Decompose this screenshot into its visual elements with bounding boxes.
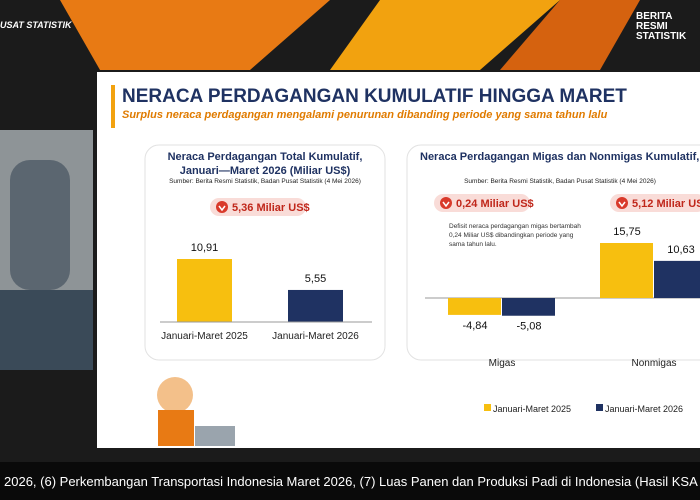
- annotation-pill: [610, 194, 700, 212]
- bar: [654, 260, 700, 298]
- deco: [60, 0, 330, 70]
- channel-label: USAT STATISTIK: [0, 20, 72, 30]
- down-arrow: [618, 201, 626, 208]
- value-label: 10,91: [191, 242, 219, 254]
- bar: [600, 243, 653, 298]
- category-label: Januari-Maret 2025: [161, 331, 248, 342]
- note: Defisit neraca perdagangan migas bertamb…: [449, 223, 581, 248]
- annotation: 0,24 Miliar US$: [456, 198, 534, 210]
- annotation-pill: [434, 194, 530, 212]
- slide-title: NERACA PERDAGANGAN KUMULATIF HINGGA MARE…: [122, 86, 627, 107]
- legend-label: Januari-Maret 2025: [493, 404, 571, 414]
- value-label: 10,63: [667, 244, 695, 256]
- presenter: [10, 160, 70, 290]
- chart-source: Sumber: Berita Resmi Statistik, Badan Pu…: [169, 178, 361, 185]
- deco: [330, 0, 560, 70]
- deco: [500, 0, 640, 70]
- value-label: 5,55: [305, 273, 326, 285]
- down-icon: [216, 201, 228, 213]
- value-label: -4,84: [462, 320, 487, 332]
- slide-subtitle: Surplus neraca perdagangan mengalami pen…: [122, 109, 608, 121]
- annotation: 5,12 Miliar US$: [632, 198, 700, 210]
- bar: [448, 298, 501, 315]
- annotation-pill: [210, 198, 306, 216]
- bar: [177, 259, 232, 322]
- annotation: 5,36 Miliar US$: [232, 202, 310, 214]
- legend-label: Januari-Maret 2026: [605, 404, 683, 414]
- down-arrow: [442, 201, 450, 208]
- mascot-laptop: [195, 426, 235, 446]
- down-icon: [616, 197, 628, 209]
- ticker: 2026, (6) Perkembangan Transportasi Indo…: [4, 474, 700, 489]
- chart-source: Sumber: Berita Resmi Statistik, Badan Pu…: [464, 178, 656, 185]
- bar: [502, 298, 555, 316]
- logo: BERITA RESMI STATISTIK: [636, 11, 687, 42]
- laptop: [0, 290, 93, 370]
- value-label: 15,75: [613, 226, 641, 238]
- legend-swatch: [596, 404, 603, 411]
- ticker-bar: [0, 462, 700, 500]
- chart-title: Neraca Perdagangan Total Kumulatif, Janu…: [167, 151, 363, 177]
- down-icon: [440, 197, 452, 209]
- category-label: Migas: [489, 358, 516, 369]
- category-label: Januari-Maret 2026: [272, 331, 359, 342]
- category-label: Nonmigas: [631, 358, 676, 369]
- down-arrow: [218, 205, 226, 212]
- value-label: -5,08: [516, 321, 541, 333]
- legend-swatch: [484, 404, 491, 411]
- mascot: [157, 377, 193, 413]
- chart-title: Neraca Perdagangan Migas dan Nonmigas Ku…: [420, 151, 700, 163]
- mascot: [158, 410, 194, 446]
- bar: [288, 289, 343, 322]
